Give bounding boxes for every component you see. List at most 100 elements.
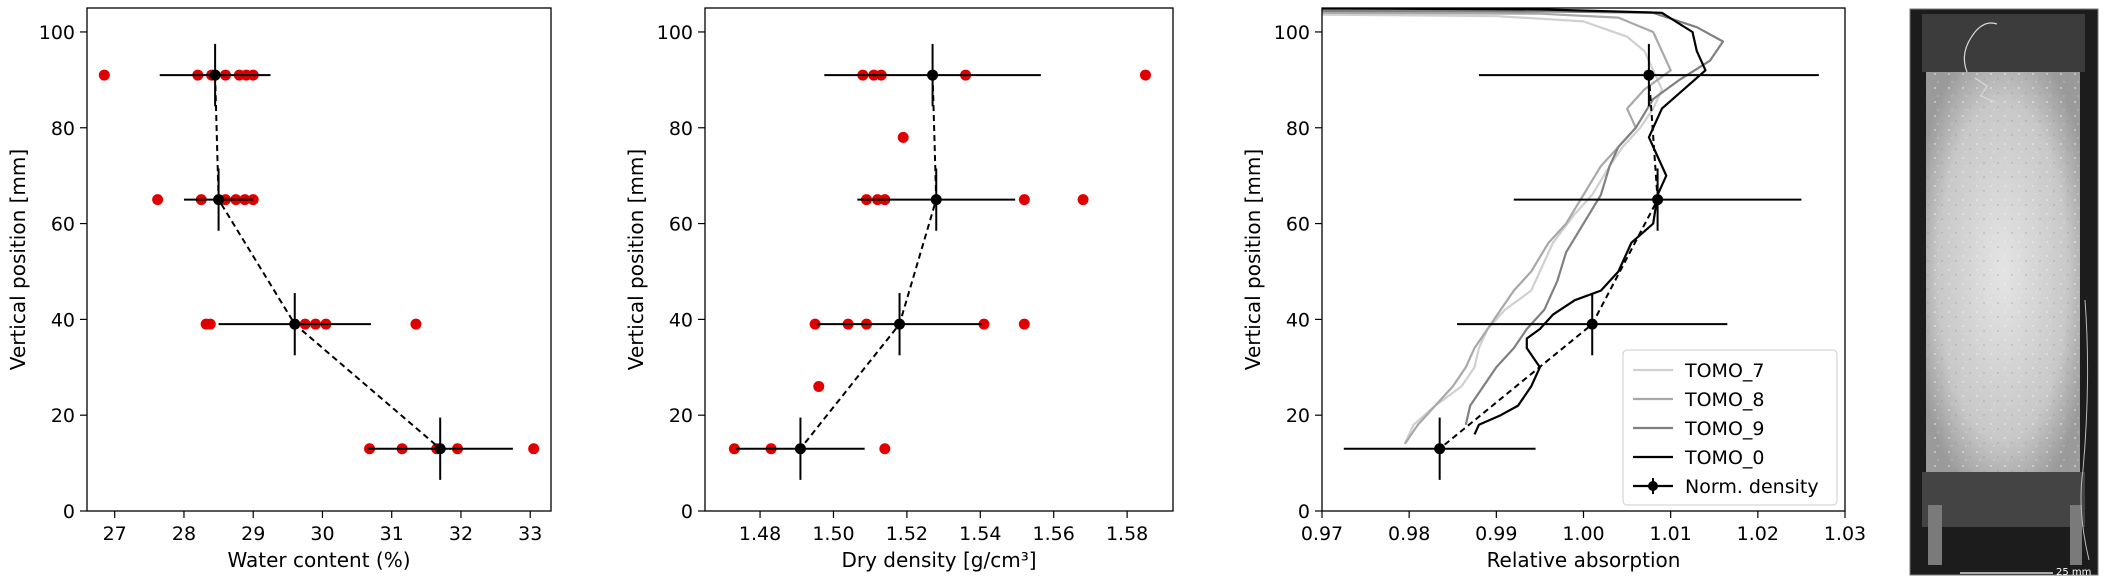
- chart-panel-1: 27 28 29 30 31 32 33 0 20 40 60 80 100 Water content …: [6, 7, 552, 572]
- y-tick-label: 60: [51, 214, 75, 236]
- mean-dashed-line: [214, 75, 441, 450]
- ct-base-left-post: [1928, 505, 1942, 565]
- x-tick-label: 1.03: [1824, 523, 1866, 545]
- y-tick-label: 80: [1286, 118, 1310, 140]
- sample-point: [204, 318, 216, 330]
- plot-frame: [86, 7, 552, 512]
- x-tick-label: 28: [172, 523, 196, 545]
- mean-point: [213, 194, 225, 206]
- legend-label: TOMO_7: [1684, 360, 1765, 382]
- x-tick-label: 1.01: [1650, 523, 1692, 545]
- sample-point: [809, 318, 821, 330]
- chart-panel-2: 1.48 1.50 1.52 1.54 1.56 1.58 0 20 40 60 80 100 Dry …: [624, 7, 1174, 572]
- sample-point: [813, 380, 825, 392]
- ct-scale-bar-label: 25 mm: [2056, 567, 2091, 578]
- plots-layer: 27 28 29 30 31 32 33 0 20 40 60 80 100 Water content …: [6, 7, 1866, 572]
- y-tick-label: 100: [657, 22, 693, 44]
- y-tick-label: 0: [1298, 501, 1310, 523]
- x-tick-label: 1.02: [1737, 523, 1779, 545]
- sample-point: [1139, 69, 1151, 81]
- ct-base-right-post: [2070, 505, 2082, 565]
- x-tick-label: 31: [380, 523, 404, 545]
- y-axis-label: Vertical position [mm]: [1241, 149, 1265, 370]
- ct-crack-line: [1963, 22, 1998, 103]
- x-tick-label: 0.98: [1388, 523, 1430, 545]
- x-tick-label: 1.58: [1106, 523, 1148, 545]
- mean-dashed-line: [1439, 75, 1659, 450]
- x-tick-label: 27: [103, 523, 127, 545]
- series-line-tomo_0: [1322, 8, 1707, 435]
- y-tick-label: 40: [51, 309, 75, 331]
- ct-sample-texture: [1926, 72, 2080, 472]
- series-line-tomo_8: [1322, 11, 1672, 445]
- y-tick-label: 20: [51, 405, 75, 427]
- y-tick-label: 0: [63, 501, 75, 523]
- x-tick-label: 29: [241, 523, 265, 545]
- plot-frame: [1321, 7, 1846, 512]
- ct-image-panel: 25 mm: [1909, 8, 2099, 578]
- mean-point: [1434, 443, 1446, 455]
- y-tick-label: 20: [1286, 405, 1310, 427]
- series-line-tomo_7: [1322, 13, 1664, 445]
- ct-wire-line: [2080, 299, 2090, 561]
- x-tick-label: 0.97: [1301, 523, 1343, 545]
- x-tick-label: 0.99: [1475, 523, 1517, 545]
- legend-label: TOMO_0: [1684, 447, 1765, 469]
- sample-point: [152, 194, 164, 206]
- x-tick-label: 1.56: [1033, 523, 1075, 545]
- sample-point: [410, 318, 422, 330]
- series-line-tomo_9: [1322, 9, 1725, 426]
- y-axis-label: Vertical position [mm]: [624, 149, 648, 370]
- mean-point: [1643, 69, 1655, 81]
- sample-point: [978, 318, 990, 330]
- x-tick-label: 1.48: [739, 523, 781, 545]
- mean-point: [794, 443, 806, 455]
- x-tick-label: 1.54: [959, 523, 1001, 545]
- sample-point: [528, 443, 540, 455]
- mean-dashed-line: [799, 75, 938, 450]
- legend-label: TOMO_9: [1684, 418, 1765, 440]
- y-tick-label: 60: [669, 214, 693, 236]
- chart-panel-3: 0.97 0.98 0.99 1.00 1.01 1.02 1.03 0 20 40 60 80 100…: [1241, 7, 1866, 572]
- x-tick-label: 1.00: [1562, 523, 1604, 545]
- legend: TOMO_7 TOMO_8 TOMO_9 TOMO_0 Norm. density: [1622, 349, 1838, 506]
- sample-point: [98, 69, 110, 81]
- legend-label: TOMO_8: [1684, 389, 1765, 411]
- mean-point: [894, 318, 906, 330]
- y-tick-label: 60: [1286, 214, 1310, 236]
- y-tick-label: 80: [669, 118, 693, 140]
- x-tick-label: 1.50: [812, 523, 854, 545]
- mean-point: [289, 318, 301, 330]
- sample-point: [728, 443, 740, 455]
- y-tick-label: 100: [39, 22, 75, 44]
- sample-point: [897, 131, 909, 143]
- legend-marker: [1648, 481, 1658, 491]
- sample-point: [879, 443, 891, 455]
- y-tick-label: 0: [681, 501, 693, 523]
- x-tick-label: 1.52: [886, 523, 928, 545]
- ct-top-cap: [1922, 14, 2085, 72]
- x-axis-label: Relative absorption: [1487, 548, 1681, 572]
- x-axis-label: Dry density [g/cm³]: [841, 548, 1036, 572]
- x-tick-label: 32: [449, 523, 473, 545]
- mean-point: [927, 69, 939, 81]
- sample-point: [1018, 194, 1030, 206]
- x-tick-label: 33: [518, 523, 542, 545]
- legend-label: Norm. density: [1685, 476, 1819, 498]
- legend-box: [1622, 349, 1838, 506]
- mean-point: [434, 443, 446, 455]
- y-tick-label: 80: [51, 118, 75, 140]
- mean-point: [1652, 194, 1664, 206]
- sample-point: [1018, 318, 1030, 330]
- y-tick-label: 40: [669, 309, 693, 331]
- sample-point: [1077, 194, 1089, 206]
- plot-frame: [704, 7, 1174, 512]
- y-tick-label: 40: [1286, 309, 1310, 331]
- mean-point: [930, 194, 942, 206]
- y-tick-label: 100: [1274, 22, 1310, 44]
- mean-point: [1586, 318, 1598, 330]
- y-tick-label: 20: [669, 405, 693, 427]
- mean-point: [209, 69, 221, 81]
- x-tick-label: 30: [310, 523, 334, 545]
